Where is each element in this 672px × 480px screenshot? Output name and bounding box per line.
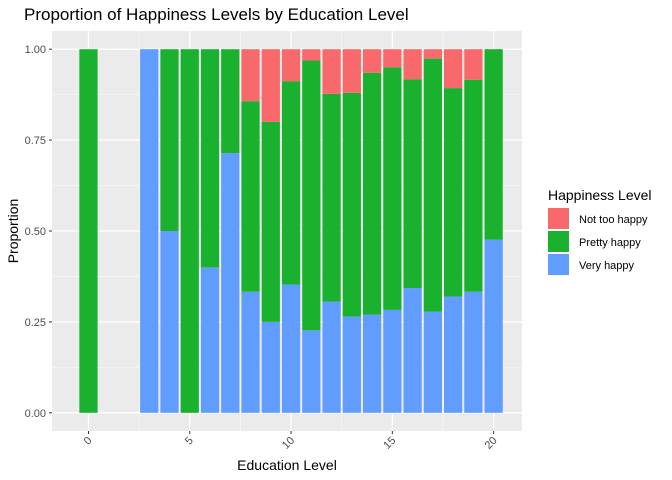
bar-segment (140, 49, 159, 413)
y-axis-title: Proportion (5, 199, 21, 264)
x-tick-label: 5 (183, 435, 196, 448)
bar-segment (302, 60, 321, 331)
x-axis-title: Education Level (237, 457, 337, 473)
legend-key (548, 254, 569, 275)
bar-segment (444, 88, 463, 297)
bar-segment (281, 49, 301, 82)
bar-segment (403, 288, 422, 413)
bar-segment (281, 284, 301, 413)
x-tick-label: 10 (280, 435, 297, 452)
bar-segment (464, 49, 483, 80)
bar-segment (322, 93, 341, 302)
y-tick-label: 0.00 (25, 408, 46, 420)
bar-segment (403, 79, 422, 289)
bar-segment (383, 309, 402, 413)
bar-segment (464, 79, 483, 292)
bar-segment (302, 49, 321, 61)
bar-segment (342, 92, 361, 317)
bar-segment (160, 49, 179, 231)
bar-segment (362, 72, 382, 315)
x-tick-label: 0 (82, 435, 95, 448)
bars (79, 49, 503, 413)
legend-label: Pretty happy (579, 237, 641, 249)
legend-key (548, 208, 569, 229)
bar-segment (261, 49, 280, 122)
bar-segment (281, 81, 301, 285)
legend-key (548, 231, 569, 252)
bar-segment (342, 316, 361, 413)
bar-segment (322, 49, 341, 94)
bar-segment (423, 311, 442, 413)
x-tick-label: 20 (483, 435, 500, 452)
bar-segment (464, 291, 483, 413)
bar-segment (221, 49, 240, 154)
bar-segment (383, 67, 402, 310)
bar-segment (200, 49, 220, 268)
bar-segment (241, 291, 260, 413)
legend-label: Very happy (579, 260, 635, 272)
bar-segment (322, 301, 341, 413)
x-axis: 0 5 10 15 20 (82, 431, 500, 452)
y-axis: 0.00 0.25 0.50 0.75 1.00 (25, 44, 52, 420)
y-tick-label: 1.00 (25, 44, 46, 56)
bar-segment (180, 49, 199, 413)
y-tick-label: 0.50 (25, 226, 46, 238)
bar-segment (241, 101, 260, 292)
bar-segment (160, 231, 179, 413)
bar-segment (200, 267, 220, 413)
bar-segment (241, 49, 260, 102)
bar-segment (302, 330, 321, 413)
bar-segment (261, 321, 280, 413)
y-tick-label: 0.75 (25, 135, 46, 147)
y-tick-label: 0.25 (25, 317, 46, 329)
bar-segment (423, 49, 442, 59)
bar-segment (403, 49, 422, 80)
bar-segment (362, 314, 382, 413)
bar-segment (484, 49, 503, 240)
bar-segment (342, 49, 361, 93)
bar-segment (444, 296, 463, 413)
bar-segment (79, 49, 98, 413)
bar-segment (221, 153, 240, 413)
bar-segment (423, 58, 442, 312)
bar-segment (383, 49, 402, 68)
bar-segment (362, 49, 382, 73)
legend: Happiness Level Not too happy Pretty happ… (548, 187, 652, 275)
chart-title: Proportion of Happiness Levels by Educat… (24, 5, 409, 24)
bar-segment (261, 121, 280, 322)
bar-segment (444, 49, 463, 89)
x-tick-label: 15 (381, 435, 398, 452)
legend-label: Not too happy (579, 214, 648, 226)
legend-title: Happiness Level (548, 187, 652, 203)
bar-segment (484, 239, 503, 413)
